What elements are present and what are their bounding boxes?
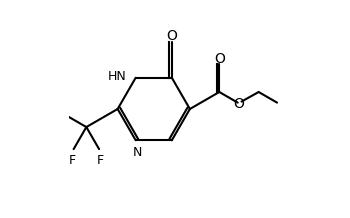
Text: O: O [166,29,177,43]
Text: F: F [97,154,104,167]
Text: O: O [214,52,225,66]
Text: N: N [133,146,142,158]
Text: HN: HN [107,70,126,83]
Text: O: O [233,97,244,111]
Text: F: F [69,154,76,167]
